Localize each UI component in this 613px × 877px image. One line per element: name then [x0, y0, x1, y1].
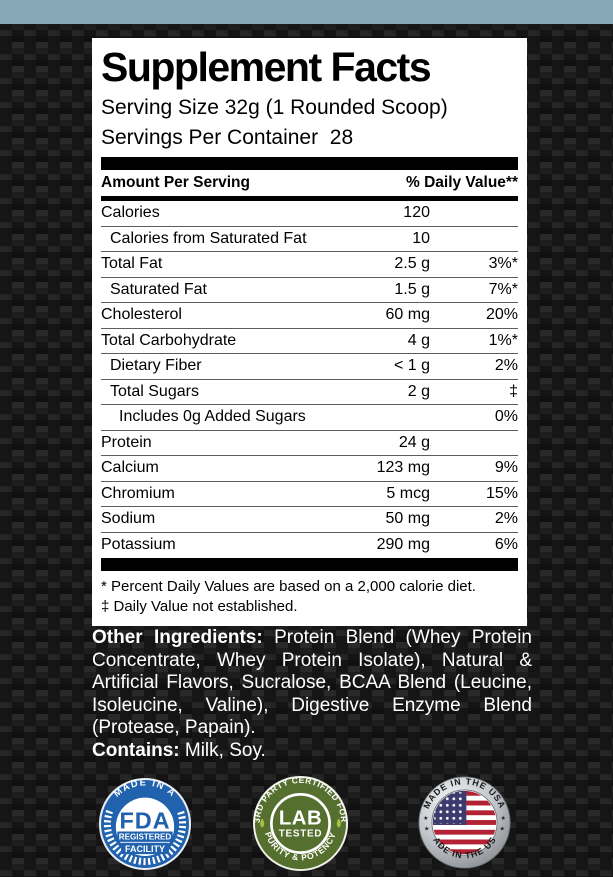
lab-main-text: LAB	[279, 807, 322, 829]
nutrient-name: Protein	[101, 433, 152, 451]
supplement-facts-panel: Supplement Facts Serving Size 32g (1 Rou…	[92, 38, 527, 626]
table-row: Total Fat 2.5 g 3%*	[101, 252, 518, 278]
nutrient-amount: 120	[403, 204, 430, 222]
table-row: Protein 24 g	[101, 431, 518, 456]
usa-star-left-bottom: ★	[424, 826, 429, 833]
nutrient-amount: 123 mg	[376, 459, 430, 477]
table-row: Sodium 50 mg 2%	[101, 507, 518, 533]
other-ingredients-text: Protein Blend (Whey Protein Concentrate,…	[92, 627, 532, 738]
contains-line: Contains: Milk, Soy.	[92, 740, 532, 763]
usa-star-right-bottom: ★	[500, 826, 505, 833]
contains-heading: Contains:	[92, 739, 180, 761]
table-row: Total Sugars 2 g ‡	[101, 380, 518, 405]
panel-title: Supplement Facts	[101, 44, 432, 90]
usa-badge-icon: MADE IN THE USA MADE IN THE USA ★ ★ ★ ★	[418, 776, 511, 869]
usa-star-left-top: ★	[423, 815, 428, 822]
other-ingredients-section: Other Ingredients: Protein Blend (Whey P…	[92, 627, 532, 762]
fda-laurel-wreath	[103, 809, 187, 865]
lab-green-disc	[254, 777, 347, 870]
nutrient-name: Total Carbohydrate	[101, 331, 237, 349]
table-row: Chromium 5 mcg 15%	[101, 482, 518, 507]
nutrient-dv: 0%	[494, 408, 518, 426]
lab-droplet-left-icon	[260, 818, 265, 828]
other-ingredients-paragraph: Other Ingredients: Protein Blend (Whey P…	[92, 627, 532, 740]
top-color-strip	[0, 0, 613, 24]
nutrient-dv: 9%	[494, 459, 518, 477]
lab-badge-icon: 3RD PARTY CERTIFIED FOR PURITY & POTENCY…	[252, 775, 349, 872]
nutrient-name: Potassium	[101, 536, 176, 554]
nutrient-name: Calories	[101, 204, 160, 222]
fda-facility-band	[121, 842, 169, 855]
header-dv-col: % Daily Value**	[405, 174, 518, 191]
fda-registered-text: REGISTERED	[119, 833, 172, 842]
nutrient-dv: 2%	[494, 510, 518, 528]
nutrient-name: Includes 0g Added Sugars	[119, 408, 306, 426]
nutrient-dv: 3%*	[488, 255, 518, 273]
fda-badge-icon: MADE IN A FDA REGISTERED FACILITY	[98, 777, 192, 871]
footnote-dv: * Percent Daily Values are based on a 2,…	[101, 578, 476, 595]
lab-droplet-right-icon	[336, 818, 341, 828]
nutrient-dv: 20%	[485, 306, 518, 324]
serving-size: Serving Size 32g (1 Rounded Scoop)	[101, 96, 448, 119]
nutrient-name: Total Sugars	[110, 382, 199, 400]
nutrient-dv: 2%	[494, 357, 518, 375]
nutrient-dv: 6%	[494, 536, 518, 554]
usa-flag-icon	[432, 790, 497, 855]
table-row: Cholesterol 60 mg 20%	[101, 303, 518, 329]
nutrient-dv: ‡	[509, 382, 518, 400]
nutrient-amount: 50 mg	[385, 510, 430, 528]
footnote-dagger: ‡ Daily Value not established.	[101, 597, 298, 615]
nutrient-amount: 1.5 g	[394, 280, 430, 298]
servings-per-container: Servings Per Container 28	[101, 126, 354, 149]
nutrient-amount: 2.5 g	[394, 255, 430, 273]
table-row: Includes 0g Added Sugars 0%	[101, 405, 518, 431]
nutrient-name: Total Fat	[101, 255, 163, 273]
fda-facility-text: FACILITY	[125, 844, 165, 854]
nutrient-amount: 10	[412, 229, 430, 247]
nutrient-name: Chromium	[101, 484, 175, 502]
lab-sub-text: TESTED	[279, 829, 323, 840]
nutrient-amount: < 1 g	[393, 357, 430, 375]
fda-registered-band	[117, 831, 173, 842]
nutrient-amount: 4 g	[407, 331, 430, 349]
fda-acronym: FDA	[119, 808, 170, 834]
nutrient-name: Dietary Fiber	[110, 357, 202, 375]
fda-registered-facility-badge: MADE IN A FDA REGISTERED FACILITY	[98, 777, 192, 871]
table-row: Dietary Fiber < 1 g 2%	[101, 354, 518, 380]
footnotes: * Percent Daily Values are based on a 2,…	[101, 577, 518, 616]
table-row: Calories from Saturated Fat 10	[101, 227, 518, 252]
table-row: Calcium 123 mg 9%	[101, 456, 518, 482]
nutrient-amount: 24 g	[398, 433, 430, 451]
other-ingredients-heading: Other Ingredients:	[92, 627, 263, 648]
table-row: Total Carbohydrate 4 g 1%*	[101, 329, 518, 354]
divider-thick	[101, 157, 518, 170]
nutrient-amount: 60 mg	[385, 306, 430, 324]
lab-tested-badge: 3RD PARTY CERTIFIED FOR PURITY & POTENCY…	[252, 775, 349, 872]
table-row: Saturated Fat 1.5 g 7%*	[101, 278, 518, 303]
nutrient-name: Sodium	[101, 510, 156, 528]
nutrient-amount: 5 mcg	[386, 484, 430, 502]
nutrient-dv: 1%*	[488, 331, 518, 349]
nutrient-dv: 15%	[485, 484, 518, 502]
nutrient-amount: 2 g	[407, 382, 430, 400]
lab-inner-ring	[270, 793, 331, 854]
table-row: Potassium 290 mg 6%	[101, 533, 518, 559]
header-amount-col: Amount Per Serving	[101, 174, 250, 191]
nutrient-dv: 7%*	[488, 280, 518, 298]
divider-thick	[101, 558, 518, 571]
table-row: Calories 120	[101, 201, 518, 227]
made-in-usa-badge: MADE IN THE USA MADE IN THE USA ★ ★ ★ ★	[418, 776, 511, 869]
divider-medium	[101, 196, 518, 201]
nutrition-table: Calories 120 Calories from Saturated Fat…	[101, 201, 518, 558]
table-header: Amount Per Serving % Daily Value**	[101, 170, 518, 196]
nutrient-name: Calcium	[101, 459, 159, 477]
nutrient-name: Calories from Saturated Fat	[110, 229, 307, 247]
contains-text: Milk, Soy.	[179, 739, 266, 761]
nutrient-name: Saturated Fat	[110, 280, 207, 298]
nutrient-name: Cholesterol	[101, 306, 182, 324]
nutrient-amount: 290 mg	[376, 536, 430, 554]
usa-star-right-top: ★	[500, 815, 505, 822]
